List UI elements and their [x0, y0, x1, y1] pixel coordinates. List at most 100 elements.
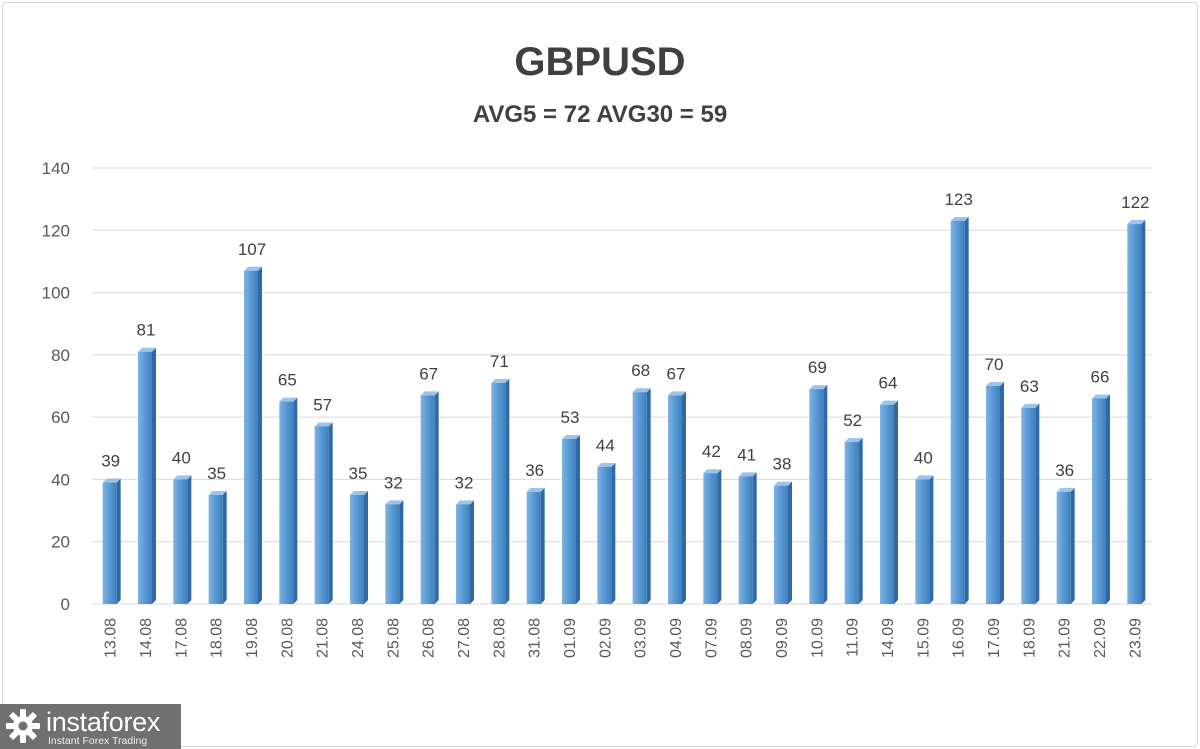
- data-label: 66: [1091, 367, 1110, 386]
- x-tick-label: 23.09: [1127, 618, 1144, 658]
- data-label: 123: [944, 190, 972, 209]
- bar: [562, 434, 580, 604]
- bars: [102, 216, 1146, 605]
- bar: [244, 266, 262, 604]
- data-labels: 39 81 40 35 107 65 57 35 32 67 32 71 36 53 44 68 67 42 41 3…: [101, 190, 1149, 492]
- y-tick-label: 100: [42, 284, 70, 303]
- bar: [703, 469, 722, 604]
- x-tick-label: 02.09: [597, 618, 614, 658]
- x-tick-label: 01.09: [562, 618, 579, 658]
- y-axis-ticks: 0 20 40 60 80 100 120 140: [42, 159, 70, 614]
- data-label: 44: [596, 436, 615, 455]
- x-tick-label: 22.09: [1092, 618, 1109, 658]
- x-tick-label: 11.09: [845, 618, 862, 657]
- logo-name: instaforex: [46, 707, 161, 737]
- x-axis-ticks: 13.08 14.08 17.08 18.08 19.08 20.08 21.08 24.08…: [103, 618, 1145, 658]
- data-label: 36: [1055, 461, 1074, 480]
- data-label: 68: [631, 361, 650, 380]
- x-tick-label: 14.08: [138, 618, 155, 658]
- bar: [1127, 220, 1146, 605]
- y-tick-label: 0: [61, 595, 70, 614]
- data-label: 65: [278, 371, 297, 390]
- x-tick-label: 09.09: [774, 618, 791, 658]
- y-tick-label: 20: [51, 533, 70, 552]
- bar: [1092, 394, 1110, 604]
- bar: [668, 391, 686, 604]
- data-label: 38: [773, 455, 792, 474]
- data-label: 67: [419, 364, 438, 383]
- bar: [456, 500, 474, 604]
- bar: [738, 472, 757, 604]
- x-tick-label: 17.08: [173, 618, 190, 658]
- y-tick-label: 60: [51, 408, 70, 427]
- bar: [950, 216, 969, 604]
- data-label: 42: [702, 442, 721, 461]
- x-tick-label: 16.09: [951, 618, 968, 658]
- bar: [314, 422, 333, 604]
- x-tick-label: 07.09: [703, 618, 720, 658]
- data-label: 32: [455, 473, 474, 492]
- data-label: 64: [879, 374, 898, 393]
- x-tick-label: 24.08: [350, 618, 367, 658]
- data-label: 57: [313, 395, 332, 414]
- x-tick-label: 18.08: [209, 618, 226, 658]
- data-label: 122: [1121, 193, 1149, 212]
- bar: [880, 400, 898, 604]
- gear-icon: [6, 709, 40, 743]
- data-label: 67: [667, 364, 686, 383]
- y-tick-label: 140: [42, 159, 70, 178]
- bar: [102, 478, 121, 604]
- bar: [809, 385, 828, 604]
- data-label: 41: [737, 445, 756, 464]
- bar: [350, 491, 368, 604]
- data-label: 39: [101, 452, 120, 471]
- data-label: 107: [238, 240, 266, 259]
- bar: [844, 438, 863, 604]
- chart-title: GBPUSD: [514, 40, 686, 84]
- bar: [597, 462, 616, 604]
- bar: [491, 378, 510, 604]
- x-tick-label: 21.09: [1057, 618, 1074, 658]
- data-label: 35: [349, 464, 368, 483]
- x-tick-label: 17.09: [986, 618, 1003, 658]
- x-tick-label: 08.09: [739, 618, 756, 658]
- bar: [526, 487, 545, 604]
- instaforex-logo: instaforex Instant Forex Trading: [0, 704, 181, 749]
- bar: [138, 347, 156, 604]
- x-tick-label: 10.09: [809, 618, 826, 658]
- x-tick-label: 28.08: [491, 618, 508, 658]
- data-label: 63: [1020, 377, 1039, 396]
- x-tick-label: 03.09: [633, 618, 650, 658]
- x-tick-label: 15.09: [915, 618, 932, 658]
- x-tick-label: 25.08: [385, 618, 402, 658]
- bar: [915, 475, 934, 604]
- x-tick-label: 14.09: [880, 618, 897, 658]
- data-label: 53: [561, 408, 580, 427]
- bar: [173, 475, 192, 604]
- data-label: 71: [490, 352, 509, 371]
- x-tick-label: 31.08: [527, 618, 544, 658]
- bar: [208, 491, 227, 604]
- x-tick-label: 21.08: [315, 618, 332, 658]
- data-label: 70: [985, 355, 1004, 374]
- data-label: 52: [843, 411, 862, 430]
- x-tick-label: 26.08: [421, 618, 438, 658]
- data-label: 40: [172, 448, 191, 467]
- x-tick-label: 13.08: [103, 618, 120, 658]
- x-tick-label: 04.09: [668, 618, 685, 658]
- bar: [632, 388, 651, 604]
- x-tick-label: 18.09: [1021, 618, 1038, 658]
- bar: [279, 397, 298, 604]
- x-tick-label: 20.08: [279, 618, 296, 658]
- chart-subtitle: AVG5 = 72 AVG30 = 59: [472, 101, 728, 128]
- bar: [986, 382, 1004, 604]
- data-label: 40: [914, 448, 933, 467]
- data-label: 35: [207, 464, 226, 483]
- data-label: 81: [137, 321, 156, 340]
- x-tick-label: 19.08: [244, 618, 261, 658]
- y-tick-label: 40: [51, 470, 70, 489]
- y-tick-label: 120: [42, 221, 70, 240]
- data-label: 69: [808, 358, 827, 377]
- gridlines: [92, 167, 1152, 605]
